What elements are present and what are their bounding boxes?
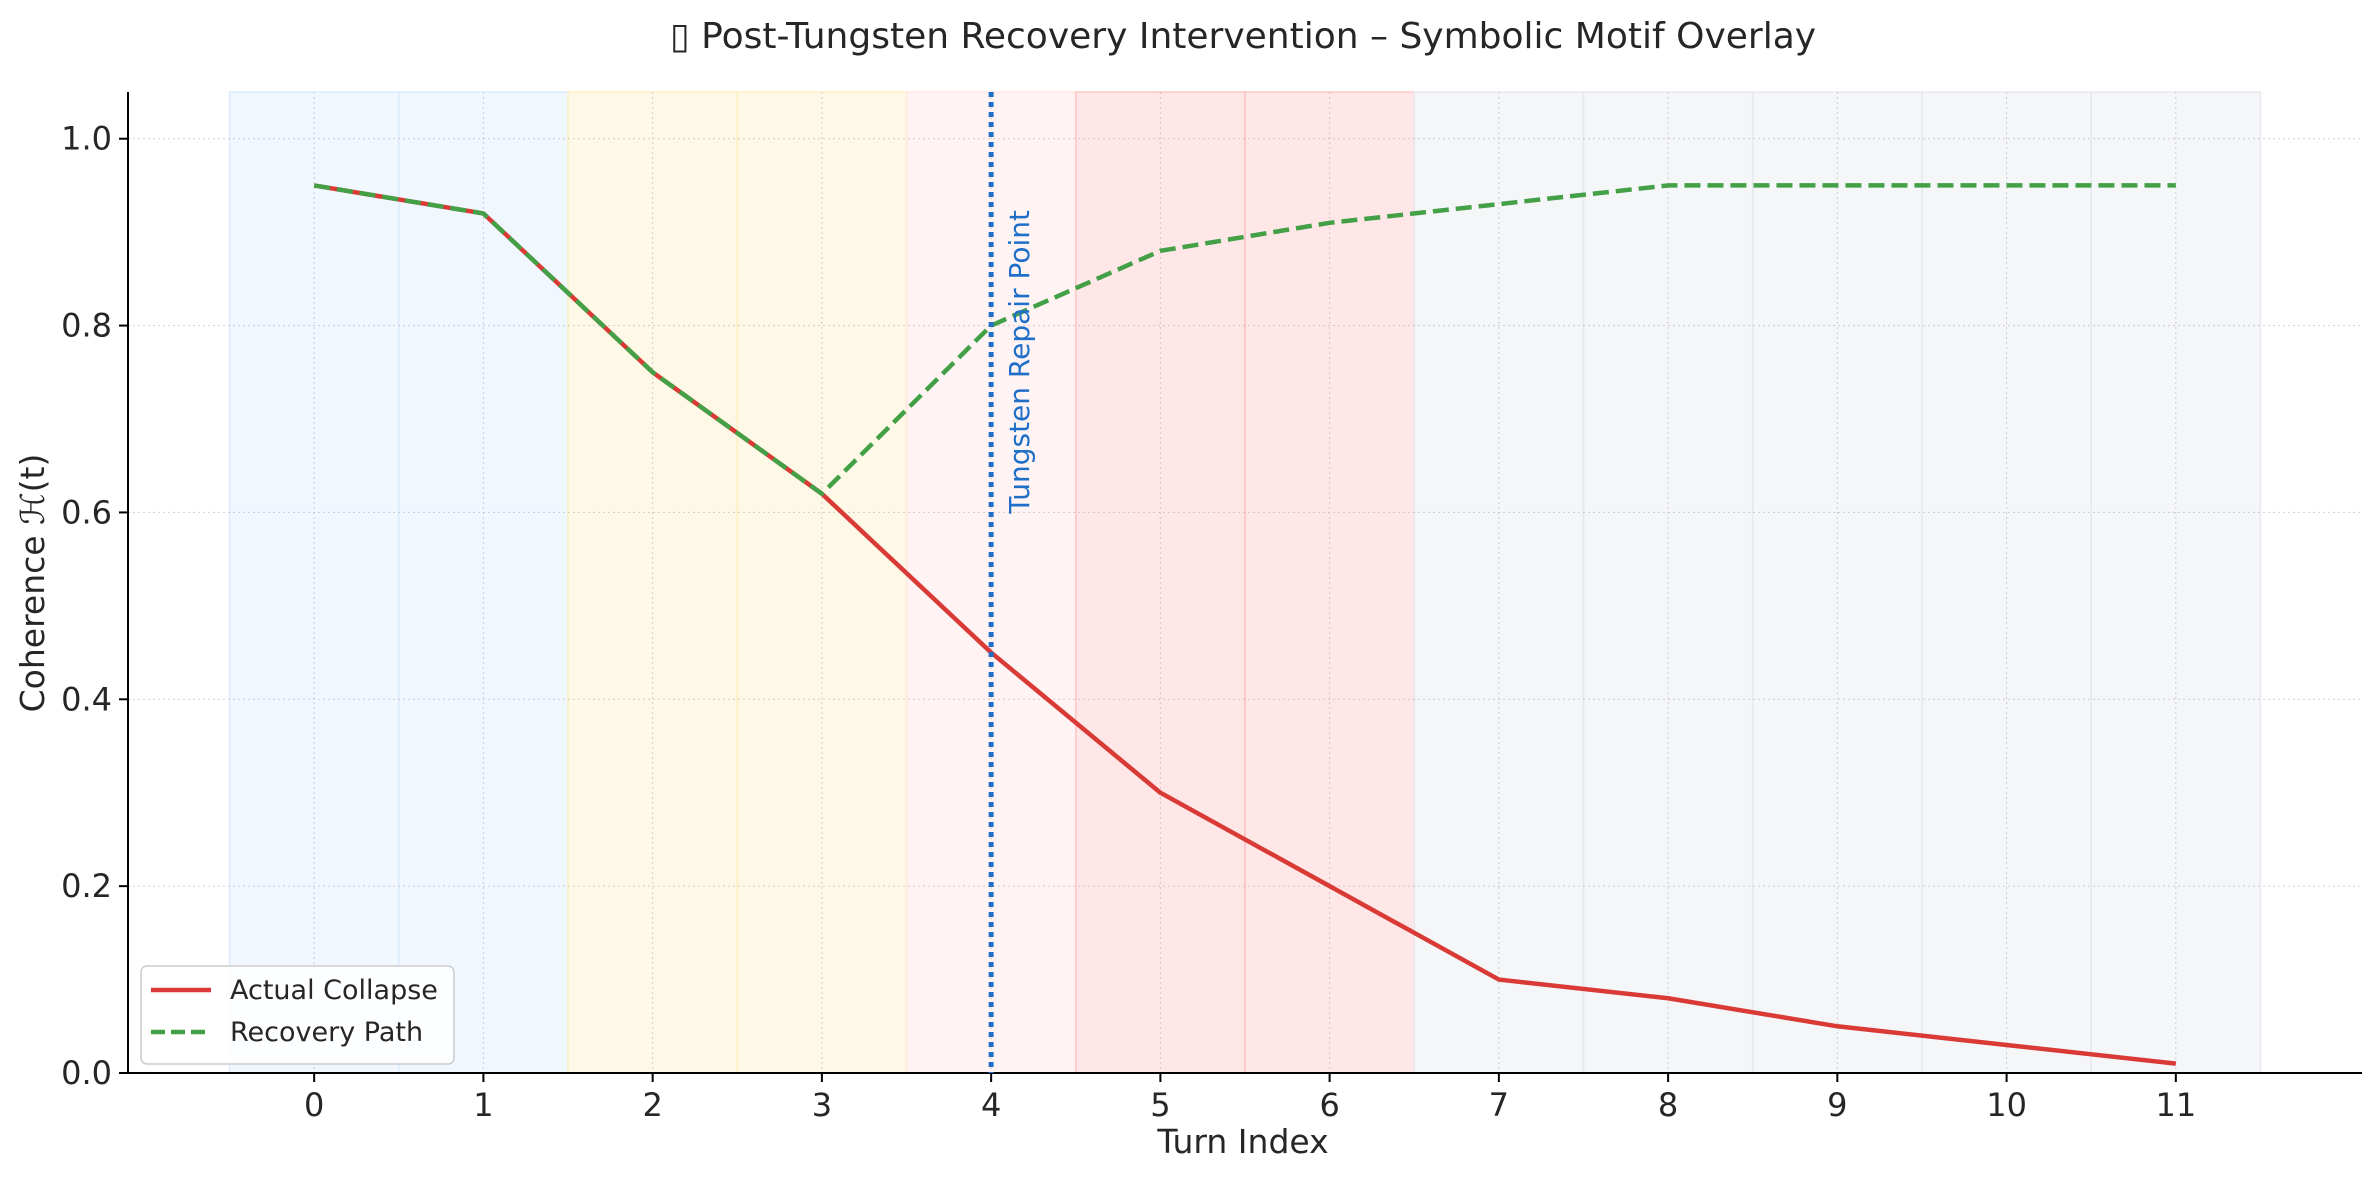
x-tick-label-8: 8	[1658, 1086, 1678, 1124]
x-tick-label-7: 7	[1489, 1086, 1509, 1124]
legend: Actual Collapse Recovery Path	[140, 965, 455, 1065]
chart-title: ▯ Post-Tungsten Recovery Intervention – …	[670, 16, 1816, 57]
x-tick-label-10: 10	[1986, 1086, 2027, 1124]
y-tick-label-4: 0.8	[61, 307, 112, 345]
y-axis-label: Coherence ℋ(t)	[13, 454, 52, 713]
x-tick-label-2: 2	[642, 1086, 662, 1124]
legend-frame	[140, 965, 455, 1065]
legend-label-actual-collapse: Actual Collapse	[230, 975, 438, 1006]
vertical-marker: Tungsten Repair Point	[988, 92, 1036, 1073]
y-tick-label-3: 0.6	[61, 493, 112, 531]
ticks: 0 1 2 3 4 5 6 7 8 9 10 11 0.0 0.2 0.4 0.6 0.8 1.0	[61, 120, 2196, 1124]
x-tick-label-3: 3	[812, 1086, 832, 1124]
x-tick-label-11: 11	[2155, 1086, 2196, 1124]
series-line-actual-collapse	[313, 183, 2177, 1066]
axes	[127, 92, 2362, 1074]
vertical-marker-label: Tungsten Repair Point	[1003, 210, 1036, 515]
x-tick-label-4: 4	[981, 1086, 1001, 1124]
x-tick-label-0: 0	[304, 1086, 324, 1124]
y-tick-label-5: 1.0	[61, 120, 112, 158]
y-tick-label-0: 0.0	[61, 1054, 112, 1092]
x-tick-label-1: 1	[473, 1086, 493, 1124]
y-tick-label-1: 0.2	[61, 867, 112, 905]
x-tick-label-6: 6	[1319, 1086, 1339, 1124]
x-axis-label: Turn Index	[1156, 1122, 1328, 1161]
motif-bands	[228, 91, 2262, 1074]
legend-label-recovery-path: Recovery Path	[230, 1017, 423, 1048]
y-tick-label-2: 0.4	[61, 680, 112, 718]
x-tick-label-9: 9	[1827, 1086, 1847, 1124]
series	[313, 183, 2177, 1066]
x-tick-label-5: 5	[1150, 1086, 1170, 1124]
